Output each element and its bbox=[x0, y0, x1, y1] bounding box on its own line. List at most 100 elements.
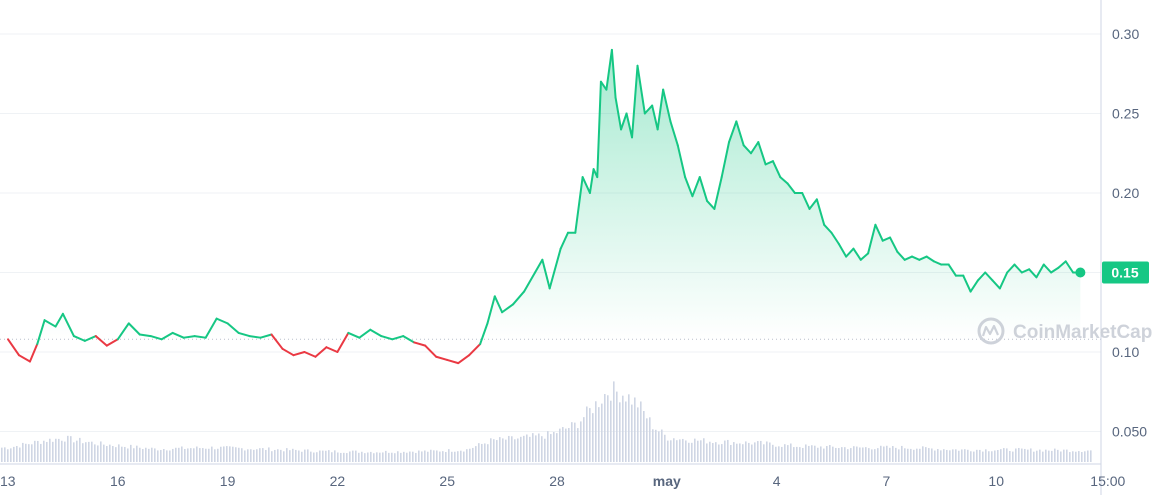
volume-bar bbox=[550, 434, 552, 462]
volume-bar bbox=[394, 453, 396, 462]
volume-bar bbox=[283, 451, 285, 462]
volume-bar bbox=[109, 444, 111, 462]
volume-bar bbox=[631, 404, 633, 462]
volume-bar bbox=[676, 440, 678, 462]
volume-bar bbox=[772, 444, 774, 462]
price-segment bbox=[706, 199, 716, 210]
volume-bar bbox=[826, 446, 828, 462]
price-segment bbox=[610, 48, 617, 99]
x-tick-label: 10 bbox=[988, 473, 1004, 489]
volume-bar bbox=[325, 450, 327, 462]
volume-bar bbox=[466, 449, 468, 462]
volume-bar bbox=[367, 452, 369, 462]
volume-bar bbox=[1060, 451, 1062, 462]
volume-bar bbox=[244, 450, 246, 462]
volume-bar bbox=[895, 447, 897, 462]
volume-bar bbox=[997, 450, 999, 462]
volume-bar bbox=[871, 449, 873, 462]
volume-bar bbox=[862, 447, 864, 462]
volume-bar bbox=[310, 451, 312, 462]
volume-bar bbox=[403, 451, 405, 462]
price-segment bbox=[358, 328, 372, 339]
volume-bar bbox=[646, 418, 648, 462]
volume-bar bbox=[784, 444, 786, 462]
price-segment bbox=[171, 331, 185, 339]
watermark-text: CoinMarketCap bbox=[1013, 322, 1152, 343]
volume-bar bbox=[352, 450, 354, 462]
price-segment bbox=[193, 335, 207, 339]
volume-bar bbox=[382, 452, 384, 462]
volume-bar bbox=[502, 438, 504, 462]
price-segment bbox=[559, 231, 569, 250]
volume-bar bbox=[910, 448, 912, 462]
volume-bar bbox=[481, 443, 483, 462]
x-tick-label: 25 bbox=[439, 473, 455, 489]
x-tick-label: 28 bbox=[549, 473, 565, 489]
volume-bar bbox=[571, 422, 573, 462]
volume-bar bbox=[1084, 451, 1086, 462]
volume-bar bbox=[364, 453, 366, 462]
volume-bar bbox=[598, 407, 600, 462]
volume-bar bbox=[106, 445, 108, 462]
volume-bar bbox=[931, 448, 933, 462]
volume-bar bbox=[235, 447, 237, 462]
volume-bars bbox=[1, 381, 1092, 462]
volume-bar bbox=[355, 450, 357, 462]
volume-bar bbox=[202, 448, 204, 462]
volume-bar bbox=[211, 446, 213, 462]
volume-bar bbox=[298, 450, 300, 462]
volume-bar bbox=[313, 452, 315, 462]
volume-bar bbox=[805, 444, 807, 462]
volume-bar bbox=[118, 444, 120, 462]
volume-bar bbox=[880, 445, 882, 462]
volume-bar bbox=[649, 417, 651, 462]
price-segment bbox=[336, 331, 350, 353]
volume-bar bbox=[16, 445, 18, 462]
volume-bar bbox=[484, 443, 486, 462]
volume-bar bbox=[586, 406, 588, 462]
volume-bar bbox=[937, 449, 939, 462]
volume-bar bbox=[451, 451, 453, 462]
price-segment bbox=[889, 236, 899, 253]
price-area-fill bbox=[8, 49, 1081, 340]
volume-bar bbox=[835, 447, 837, 462]
volume-bar bbox=[820, 446, 822, 462]
volume-bar bbox=[397, 451, 399, 462]
volume-bar bbox=[658, 431, 660, 462]
price-segment bbox=[698, 176, 709, 202]
volume-bar bbox=[736, 443, 738, 462]
price-segment bbox=[1013, 263, 1023, 274]
volume-bar bbox=[52, 441, 54, 462]
volume-bar bbox=[520, 436, 522, 462]
price-segment bbox=[669, 120, 679, 147]
volume-bar bbox=[1069, 452, 1071, 462]
volume-bar bbox=[979, 449, 981, 462]
price-segment bbox=[771, 160, 782, 179]
volume-bar bbox=[1090, 450, 1092, 462]
price-segment bbox=[17, 354, 31, 363]
y-tick-label: 0.30 bbox=[1112, 26, 1139, 42]
volume-bar bbox=[1045, 449, 1047, 462]
volume-bar bbox=[307, 449, 309, 462]
volume-bar bbox=[673, 438, 675, 462]
volume-bar bbox=[1033, 451, 1035, 462]
volume-bar bbox=[421, 451, 423, 462]
volume-bar bbox=[634, 397, 636, 462]
volume-bar bbox=[1087, 450, 1089, 462]
volume-bar bbox=[559, 428, 561, 462]
price-segment bbox=[347, 331, 361, 339]
volume-bar bbox=[1078, 451, 1080, 462]
price-segment bbox=[182, 335, 196, 339]
volume-bar bbox=[4, 447, 6, 462]
volume-bar bbox=[1009, 450, 1011, 462]
volume-bar bbox=[337, 452, 339, 462]
volume-bar bbox=[829, 444, 831, 462]
volume-bar bbox=[295, 449, 297, 462]
volume-bar bbox=[10, 448, 12, 462]
volume-bar bbox=[427, 451, 429, 462]
volume-bar bbox=[469, 448, 471, 462]
volume-bar bbox=[136, 445, 138, 462]
volume-bar bbox=[274, 449, 276, 462]
